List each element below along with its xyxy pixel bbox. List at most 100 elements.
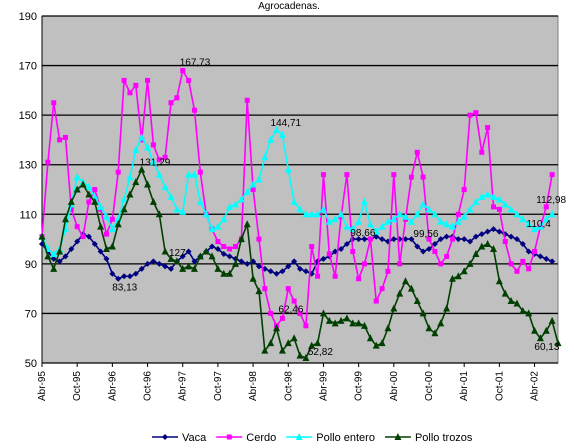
data-point — [378, 222, 386, 230]
data-point — [290, 334, 298, 342]
data-point — [144, 260, 151, 267]
data-point — [45, 159, 51, 165]
data-point — [402, 236, 409, 243]
data-point — [190, 264, 198, 272]
data-point — [532, 248, 538, 254]
data-point — [373, 298, 379, 304]
y-tick-label: 70 — [25, 308, 37, 320]
data-point — [126, 173, 134, 181]
data-point — [508, 261, 514, 267]
data-point — [537, 253, 544, 260]
data-point — [437, 236, 444, 243]
data-point — [466, 259, 474, 267]
data-point — [355, 236, 362, 243]
data-point — [214, 245, 221, 252]
data-point — [97, 222, 105, 230]
data-point — [91, 192, 99, 200]
data-point — [243, 220, 251, 228]
y-axis: 50 70 90 110 130 150 170 190 — [19, 11, 37, 370]
series-layer — [38, 68, 562, 362]
data-point — [278, 346, 286, 354]
data-point — [296, 205, 304, 213]
data-point — [226, 269, 234, 277]
data-point — [297, 310, 303, 316]
legend: Vaca Cerdo Pollo entero Pollo trozos — [152, 432, 473, 444]
data-point — [179, 264, 187, 272]
data-point — [79, 180, 87, 188]
data-point — [461, 236, 468, 243]
data-point — [104, 231, 109, 237]
data-point — [62, 134, 68, 140]
data-point — [513, 210, 521, 218]
data-point — [413, 297, 421, 305]
data-point — [531, 225, 539, 233]
y-tick-label: 110 — [19, 209, 37, 221]
data-point — [525, 309, 533, 317]
data-point — [467, 238, 474, 245]
data-point — [472, 197, 480, 205]
y-tick-label: 50 — [25, 358, 37, 370]
data-point — [378, 339, 386, 347]
data-point — [319, 309, 327, 317]
data-label: 112,98 — [536, 195, 566, 206]
data-point — [127, 90, 133, 96]
y-tick-label: 90 — [25, 259, 37, 271]
data-point — [109, 216, 115, 222]
data-point — [519, 306, 527, 314]
data-point — [103, 244, 110, 252]
data-point — [138, 265, 145, 272]
data-point — [408, 236, 415, 243]
data-point — [74, 224, 80, 230]
data-label: 60,13 — [534, 342, 559, 353]
data-point — [273, 270, 280, 277]
data-point — [38, 232, 46, 240]
data-point — [397, 261, 403, 267]
data-point — [443, 304, 451, 312]
data-point — [496, 228, 503, 235]
data-point — [408, 174, 414, 180]
data-point — [91, 241, 98, 248]
data-labels: 83,13 167,73 144,71 131,29 127 62,46 52,82 98,6… — [112, 58, 566, 359]
data-point — [255, 263, 262, 270]
data-point — [284, 165, 292, 173]
data-point — [237, 195, 245, 203]
data-point — [85, 190, 93, 198]
series-line — [41, 128, 553, 255]
data-point — [373, 233, 380, 240]
data-point — [343, 314, 351, 322]
data-point — [121, 77, 127, 83]
data-point — [185, 170, 193, 178]
data-point — [185, 248, 192, 255]
data-point — [138, 133, 146, 141]
data-point — [226, 253, 233, 260]
data-point — [267, 339, 275, 347]
data-point — [56, 258, 63, 265]
data-point — [179, 253, 186, 260]
data-point — [379, 286, 385, 292]
data-point — [44, 252, 52, 260]
legend-item-vaca: Vaca — [152, 432, 207, 444]
data-point — [174, 95, 180, 101]
data-point — [214, 222, 222, 230]
data-point — [156, 157, 162, 163]
data-point — [249, 180, 257, 188]
data-point — [502, 239, 508, 245]
data-point — [444, 253, 450, 259]
data-point — [379, 236, 386, 243]
data-point — [326, 251, 332, 257]
series-pollo-entero — [38, 126, 556, 257]
data-point — [250, 187, 256, 192]
data-point — [173, 257, 181, 265]
data-point — [508, 233, 515, 240]
data-point — [197, 169, 203, 175]
data-point — [460, 212, 468, 220]
x-tick-label: Abr-97 — [178, 371, 189, 401]
data-point — [466, 205, 474, 213]
data-point — [420, 248, 427, 255]
data-point — [162, 434, 168, 440]
data-point — [454, 217, 462, 225]
data-point — [92, 187, 98, 192]
data-point — [120, 205, 128, 213]
data-point — [226, 434, 232, 440]
data-label: 52,82 — [308, 347, 333, 358]
